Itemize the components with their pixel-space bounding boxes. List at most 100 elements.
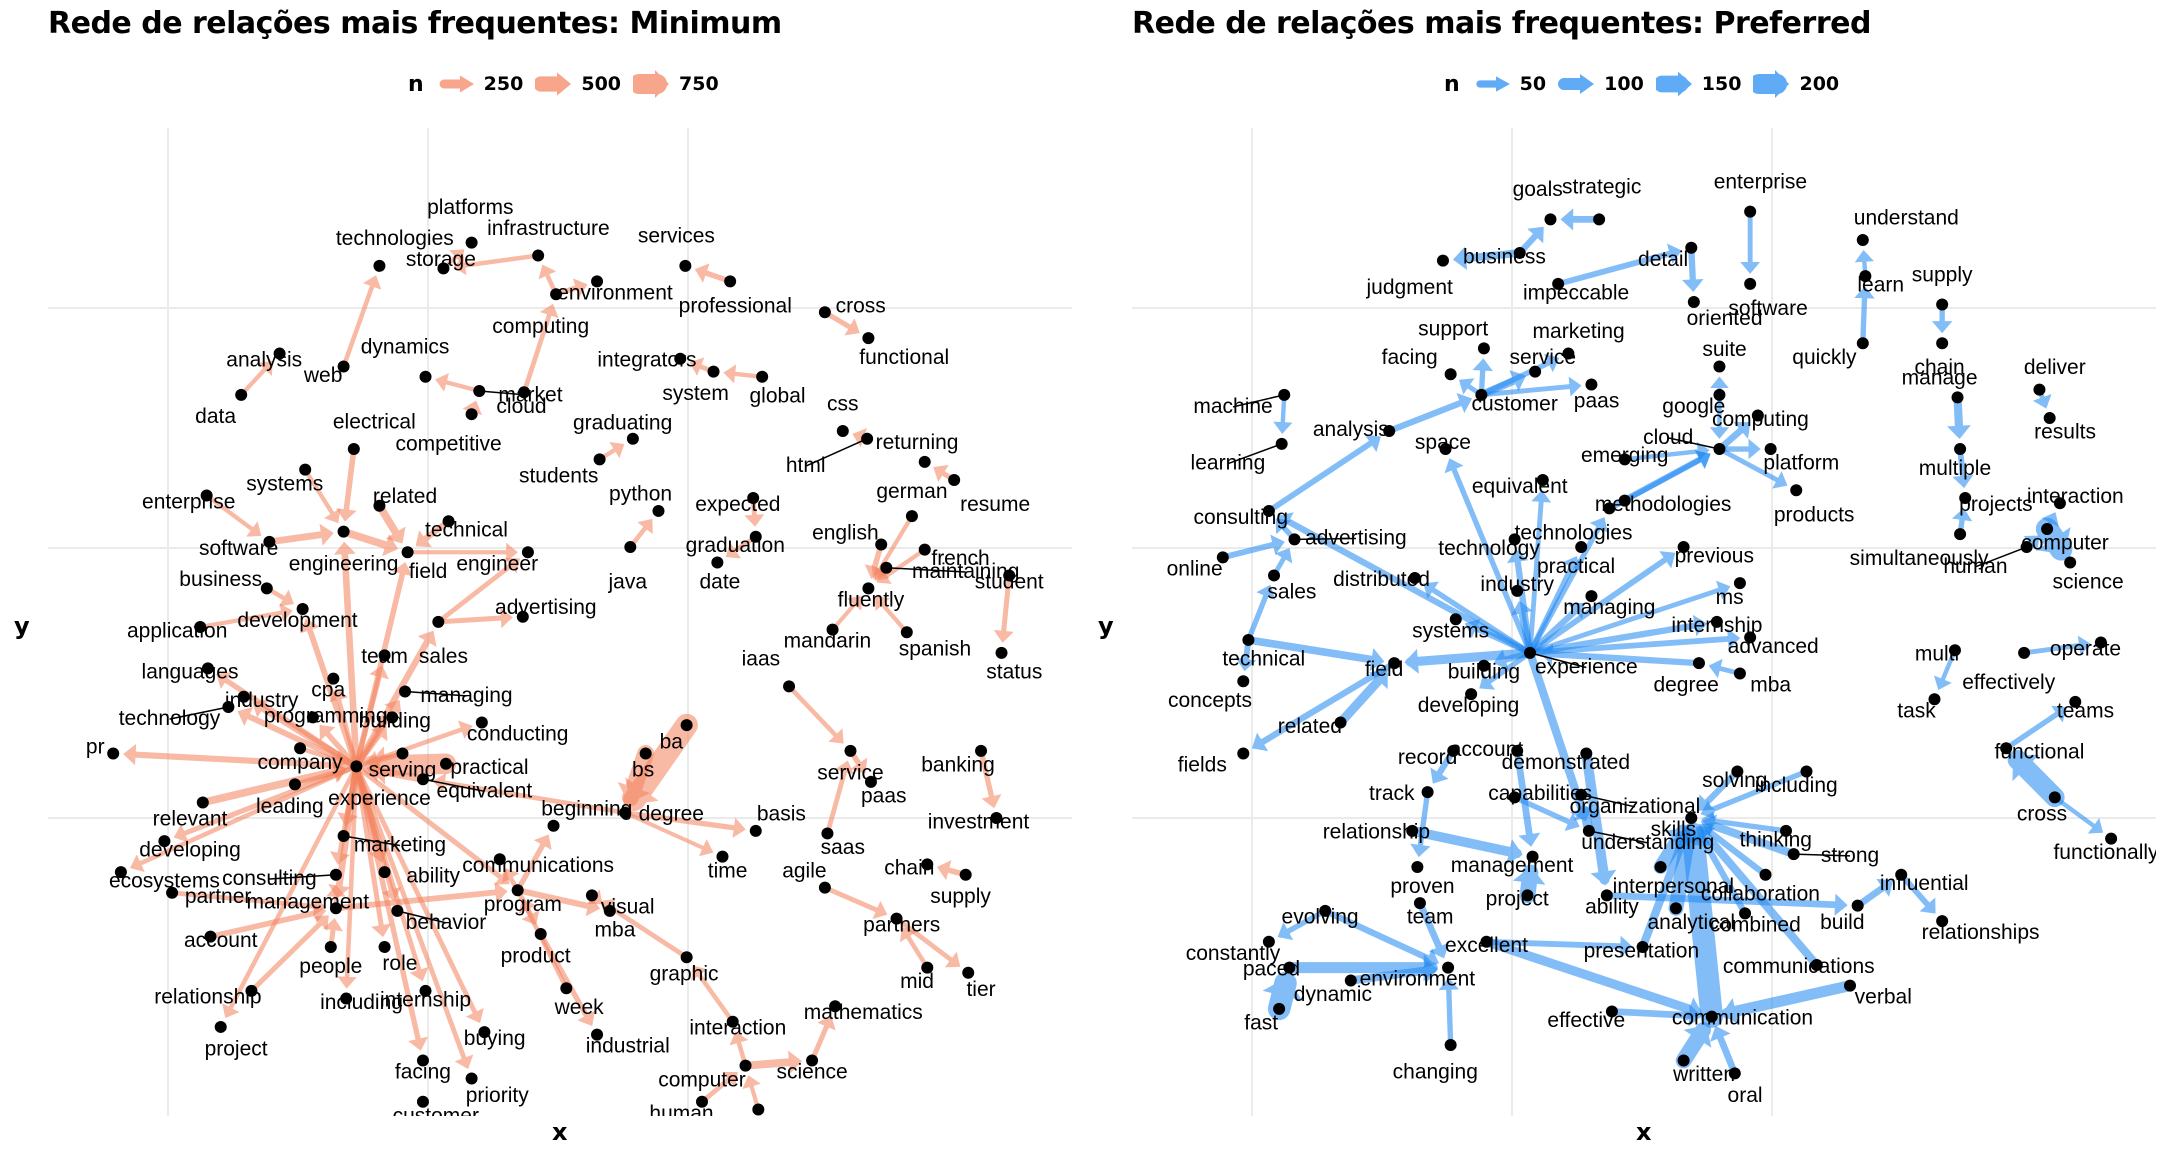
node-functional [862,332,875,345]
node-label-environment: environment [1360,968,1476,991]
node-technologies [373,259,386,272]
node-equivalent [1536,473,1549,486]
label-leader [1668,437,1720,450]
edge-online-advertising [1219,534,1285,561]
node-ba [680,719,693,732]
legend-item: 50 [1474,69,1546,99]
edge-arrow [1721,997,1739,1025]
node-label-collaboration: collaboration [1701,883,1820,906]
edge-line [902,929,930,970]
label-leader [886,566,966,573]
node-label-paced: paced [1243,957,1300,980]
legend-key [1558,73,1595,95]
node-label-team: team [1407,906,1454,929]
edge-line [1407,826,1522,859]
node-development [296,602,309,615]
edge-arrow [698,839,714,857]
edge-experience-ms [1527,580,1731,656]
edge-line [894,916,958,966]
node-dynamic [1344,974,1357,987]
edge-line [1608,1008,1700,1020]
edge-arrow [1834,893,1848,916]
edge-detail-oriented [1682,244,1704,292]
node-label-human: human [649,1102,713,1116]
edge-line [339,527,397,552]
node-ecosystems [114,866,127,879]
node-label-computing: computing [492,315,589,338]
node-label-degree: degree [1653,674,1718,697]
edge-arrow [744,514,765,527]
node-label-computer: computer [2021,532,2109,555]
edge-line [1697,826,1821,970]
node-engineer [521,546,534,559]
edge-arrow [1727,628,1741,650]
node-label-technical: technical [425,519,508,542]
node-python [652,504,665,517]
node-practical [1575,541,1588,554]
node-label-behavior: behavior [406,911,487,934]
edge-line [1416,899,1446,957]
edge-experience-programming [319,724,360,770]
node-label-related: related [373,485,437,508]
edge-line [830,598,860,632]
node-label-technology: technology [1438,537,1540,560]
edge-arrow [362,275,382,290]
node-internship [1710,615,1723,628]
node-skills [1685,811,1698,824]
label-leader [1294,537,1356,541]
node-label-priority: priority [466,1084,530,1107]
edge-changing-environment [1438,977,1460,1048]
node-label-products: products [1774,503,1855,526]
edge-experience-building [353,725,388,770]
node-label-market: market [498,383,562,406]
edge-machine-learning [1273,392,1293,434]
node-label-including: including [1755,774,1838,797]
x-axis-label: x [1636,1118,1652,1146]
node-label-ba: ba [660,730,684,753]
edge-arrow [1666,243,1682,264]
edge-arrow [1270,534,1285,555]
edge-student-status [993,572,1014,643]
node-consulting [1262,504,1275,517]
edge-arrow [1404,648,1419,674]
edge-arrow [1683,1025,1712,1048]
edge-customer-paas [1478,376,1582,398]
edge-arrow [1527,226,1544,244]
node-label-platform: platform [1763,452,1839,475]
node-agile [818,881,831,894]
node-label-advertising: advertising [495,596,597,619]
node-label-functional: functional [859,346,949,369]
edge-impeccable-detail [1555,243,1682,287]
edge-communications-skills [1697,825,1821,970]
edge-line [335,691,359,769]
node-label-mba: mba [595,919,636,942]
node-label-detail: detail [1638,248,1688,271]
node-label-application: application [127,619,227,642]
node-label-task: task [1897,699,1936,722]
node-label-conducting: conducting [467,723,569,746]
legend-arrow [633,70,670,98]
legend-arrow-head [1495,76,1510,92]
node-label-industrial: industrial [586,1035,670,1058]
edge-arrow [1438,977,1460,991]
node-label-building: building [1448,661,1520,684]
edge-human-computer [699,1072,738,1105]
node-build [1851,899,1864,912]
edge-arrow [278,589,294,607]
edge-web-technologies [341,275,382,369]
edge-experience-cpa [329,688,359,769]
edge-line [2003,708,2065,751]
node-mathematics [829,1000,842,1013]
label-leader [343,835,401,847]
node-functional [2000,742,2013,755]
node-label-developing: developing [1418,694,1520,717]
node-people [324,940,337,953]
y-axis-label: y [1098,612,1114,640]
edge-arrow [216,672,233,690]
node-computing [1751,409,1764,422]
node-impeccable [1552,277,1565,290]
node-investment [990,811,1003,824]
edge-arrow [371,923,392,938]
legend-item: 750 [633,69,719,99]
node-science [2064,556,2077,569]
